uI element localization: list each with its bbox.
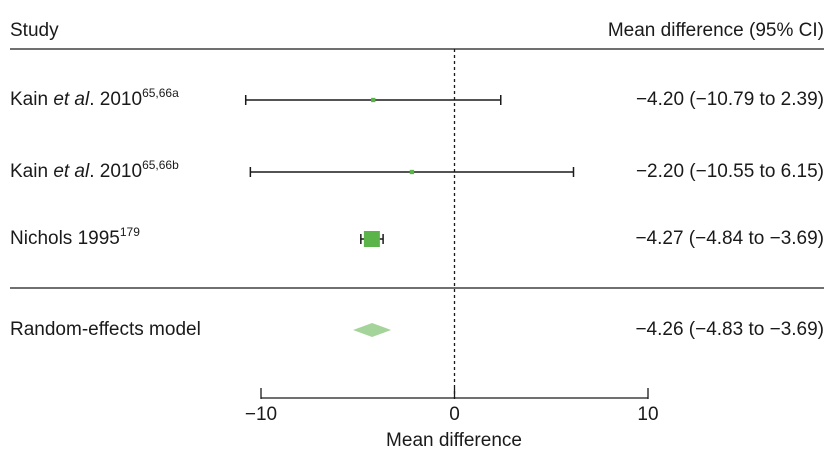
study-label-3: Nichols 1995179	[10, 225, 140, 249]
study-label-2: Kain et al. 201065,66b	[10, 158, 179, 182]
point-marker-2	[409, 169, 415, 175]
study-ci-3: −4.27 (−4.84 to −3.69)	[635, 228, 824, 249]
x-tick-label-1: −10	[245, 404, 277, 425]
header-effect: Mean difference (95% CI)	[607, 20, 824, 41]
x-tick-label-3: 10	[637, 404, 658, 425]
summary-label: Random-effects model	[10, 319, 201, 340]
summary-ci: −4.26 (−4.83 to −3.69)	[635, 319, 824, 340]
x-tick-label-2: 0	[449, 404, 460, 425]
point-marker-3	[363, 231, 380, 247]
study-ci-2: −2.20 (−10.55 to 6.15)	[635, 161, 824, 182]
x-axis-label: Mean difference	[386, 430, 522, 451]
point-marker-1	[371, 97, 376, 103]
study-ci-1: −4.20 (−10.79 to 2.39)	[635, 89, 824, 110]
summary-diamond	[353, 323, 392, 337]
header-study: Study	[10, 20, 59, 41]
study-label-1: Kain et al. 201065,66a	[10, 86, 179, 110]
